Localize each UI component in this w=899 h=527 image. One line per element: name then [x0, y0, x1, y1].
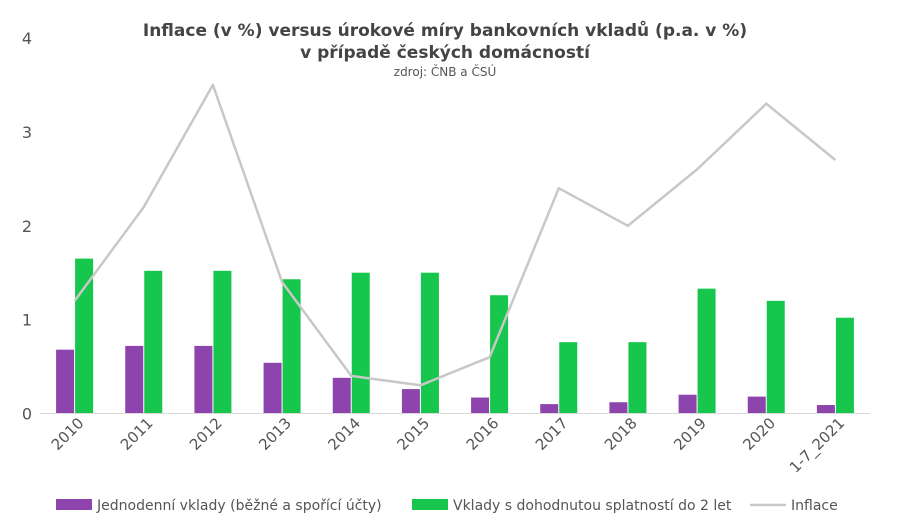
bar-vklady-splatnost — [490, 295, 509, 414]
y-tick-label: 3 — [22, 123, 32, 142]
x-tick-label: 2017 — [532, 414, 572, 454]
x-tick-label: 2014 — [324, 414, 364, 454]
bar-vklady-splatnost — [420, 272, 439, 414]
bar-jednodenni-vklady — [747, 396, 766, 414]
bar-vklady-splatnost — [835, 317, 854, 414]
legend-label-splatnost: Vklady s dohodnutou splatností do 2 let — [453, 498, 732, 514]
legend-label-jednodenni: Jednodenní vklady (běžné a spořící účty) — [96, 498, 382, 514]
bar-vklady-splatnost — [766, 300, 785, 414]
bar-jednodenni-vklady — [332, 377, 351, 414]
x-tick-label: 2013 — [255, 414, 295, 454]
bars — [56, 258, 854, 414]
inflation-line-layer — [73, 83, 837, 387]
x-tick-label: 2012 — [186, 414, 226, 454]
x-tick-label: 1-7_2021 — [786, 414, 849, 477]
bar-jednodenni-vklady — [471, 397, 490, 414]
bar-vklady-splatnost — [697, 288, 716, 414]
x-tick-label: 2020 — [739, 414, 779, 454]
x-tick-label: 2011 — [117, 414, 157, 454]
y-tick-label: 2 — [22, 217, 32, 236]
inflation-line — [73, 83, 837, 387]
x-axis: 2010 2011 2012 2013 2014 2015 2016 2017 2018 2019… — [40, 413, 870, 477]
bar-jednodenni-vklady — [401, 389, 420, 414]
y-tick-label: 1 — [22, 311, 32, 330]
bar-vklady-splatnost — [144, 270, 163, 414]
x-tick-label: 2015 — [394, 414, 434, 454]
bar-jednodenni-vklady — [194, 345, 213, 414]
bar-jednodenni-vklady — [263, 362, 282, 414]
bar-jednodenni-vklady — [540, 404, 559, 414]
legend: Jednodenní vklady (běžné a spořící účty)… — [56, 498, 838, 514]
bar-vklady-splatnost — [351, 272, 370, 414]
bar-vklady-splatnost — [282, 279, 301, 414]
chart-subtitle: zdroj: ČNB a ČSÚ — [394, 64, 496, 79]
chart-title-line2: v případě českých domácností — [300, 43, 591, 63]
y-tick-label: 0 — [22, 405, 32, 424]
bar-jednodenni-vklady — [816, 405, 835, 414]
y-axis: 0 1 2 3 4 — [22, 29, 32, 424]
bar-jednodenni-vklady — [678, 394, 697, 414]
bar-jednodenni-vklady — [609, 402, 628, 414]
x-tick-label: 2016 — [463, 414, 503, 454]
bar-vklady-splatnost — [75, 258, 94, 414]
bar-vklady-splatnost — [213, 270, 232, 414]
y-tick-label: 4 — [22, 29, 32, 48]
bar-jednodenni-vklady — [125, 345, 144, 414]
bar-vklady-splatnost — [559, 342, 578, 414]
x-tick-label: 2018 — [601, 414, 641, 454]
x-tick-label: 2019 — [670, 414, 710, 454]
chart-title-line1: Inflace (v %) versus úrokové míry bankov… — [143, 19, 747, 41]
legend-label-inflace: Inflace — [791, 498, 838, 514]
bar-jednodenni-vklady — [56, 349, 75, 414]
legend-swatch-splatnost — [412, 499, 448, 510]
legend-swatch-jednodenni — [56, 499, 92, 510]
bar-vklady-splatnost — [628, 342, 647, 414]
x-tick-label: 2010 — [48, 414, 88, 454]
